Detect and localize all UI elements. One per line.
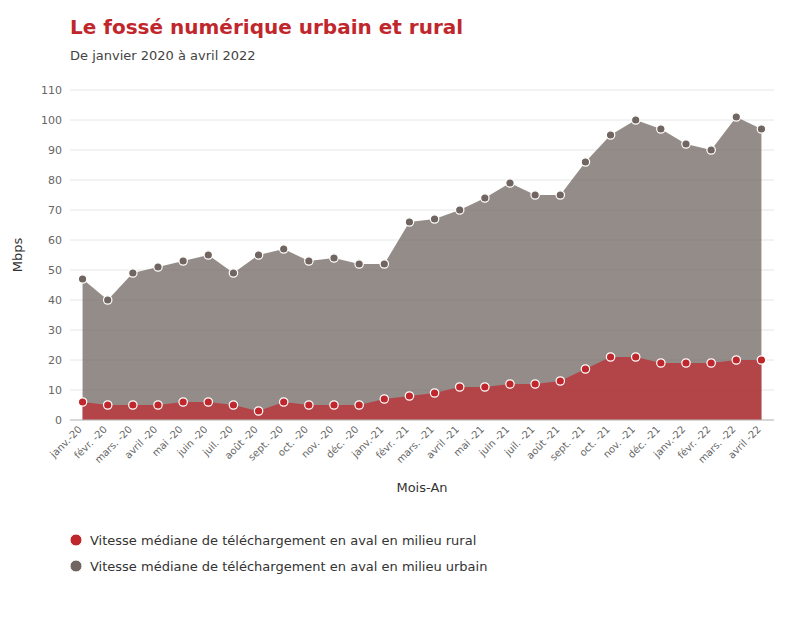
point	[179, 398, 187, 406]
point	[229, 401, 237, 409]
y-tick-label: 110	[41, 84, 62, 97]
point	[204, 398, 212, 406]
x-axis-line	[70, 420, 774, 421]
point	[757, 125, 765, 133]
x-axis: janv.-20févr. -20mars. -20avril -20mai -…	[47, 424, 763, 466]
y-tick-label: 50	[48, 264, 62, 277]
x-axis-label: Mois-An	[396, 480, 447, 495]
point	[506, 179, 514, 187]
legend-marker	[70, 534, 82, 546]
point	[707, 359, 715, 367]
point	[732, 356, 740, 364]
x-tick-label: avril -22	[726, 424, 763, 461]
y-tick-label: 100	[41, 114, 62, 127]
point	[355, 260, 363, 268]
y-tick-label: 60	[48, 234, 62, 247]
point	[305, 257, 313, 265]
point	[380, 395, 388, 403]
legend-label: Vitesse médiane de téléchargement en ava…	[90, 559, 487, 574]
point	[405, 218, 413, 226]
y-tick-label: 80	[48, 174, 62, 187]
y-tick-label: 0	[55, 414, 62, 427]
plot-area	[78, 113, 765, 420]
point	[430, 215, 438, 223]
x-tick-label: sept. -20	[246, 424, 285, 463]
point	[606, 131, 614, 139]
point	[330, 254, 338, 262]
area	[83, 117, 762, 420]
point	[757, 356, 765, 364]
point	[254, 407, 262, 415]
point	[581, 365, 589, 373]
subtitle: De janvier 2020 à avril 2022	[70, 48, 256, 63]
point	[204, 251, 212, 259]
point	[430, 389, 438, 397]
point	[154, 263, 162, 271]
y-tick-label: 70	[48, 204, 62, 217]
point	[581, 158, 589, 166]
legend-label: Vitesse médiane de téléchargement en ava…	[90, 533, 476, 548]
point	[682, 140, 690, 148]
point	[632, 353, 640, 361]
point	[330, 401, 338, 409]
point	[606, 353, 614, 361]
point	[657, 359, 665, 367]
point	[707, 146, 715, 154]
y-tick-label: 10	[48, 384, 62, 397]
point	[78, 398, 86, 406]
y-tick-label: 30	[48, 324, 62, 337]
legend-marker	[70, 560, 82, 572]
legend: Vitesse médiane de téléchargement en ava…	[70, 533, 487, 574]
point	[280, 398, 288, 406]
point	[78, 275, 86, 283]
y-tick-label: 40	[48, 294, 62, 307]
point	[456, 383, 464, 391]
point	[657, 125, 665, 133]
chart: Le fossé numérique urbain et rural De jan…	[0, 0, 794, 635]
point	[531, 380, 539, 388]
point	[682, 359, 690, 367]
area	[83, 357, 762, 420]
point	[556, 191, 564, 199]
point	[531, 191, 539, 199]
y-tick-label: 90	[48, 144, 62, 157]
grid-line	[70, 120, 774, 121]
point	[506, 380, 514, 388]
point	[305, 401, 313, 409]
x-tick-label: sept. -21	[548, 424, 587, 463]
point	[229, 269, 237, 277]
point	[456, 206, 464, 214]
point	[154, 401, 162, 409]
y-axis-label: Mbps	[10, 238, 25, 273]
y-axis: 0 10 20 30 40 50 60 70 80 90 100 110	[41, 84, 774, 427]
point	[104, 401, 112, 409]
point	[632, 116, 640, 124]
point	[254, 251, 262, 259]
point	[129, 269, 137, 277]
point	[129, 401, 137, 409]
point	[405, 392, 413, 400]
point	[280, 245, 288, 253]
grid-line	[70, 90, 774, 91]
point	[556, 377, 564, 385]
point	[732, 113, 740, 121]
y-tick-label: 20	[48, 354, 62, 367]
point	[355, 401, 363, 409]
point	[380, 260, 388, 268]
title: Le fossé numérique urbain et rural	[70, 15, 463, 39]
grid-line	[70, 420, 774, 421]
point	[481, 194, 489, 202]
point	[104, 296, 112, 304]
point	[179, 257, 187, 265]
point	[481, 383, 489, 391]
